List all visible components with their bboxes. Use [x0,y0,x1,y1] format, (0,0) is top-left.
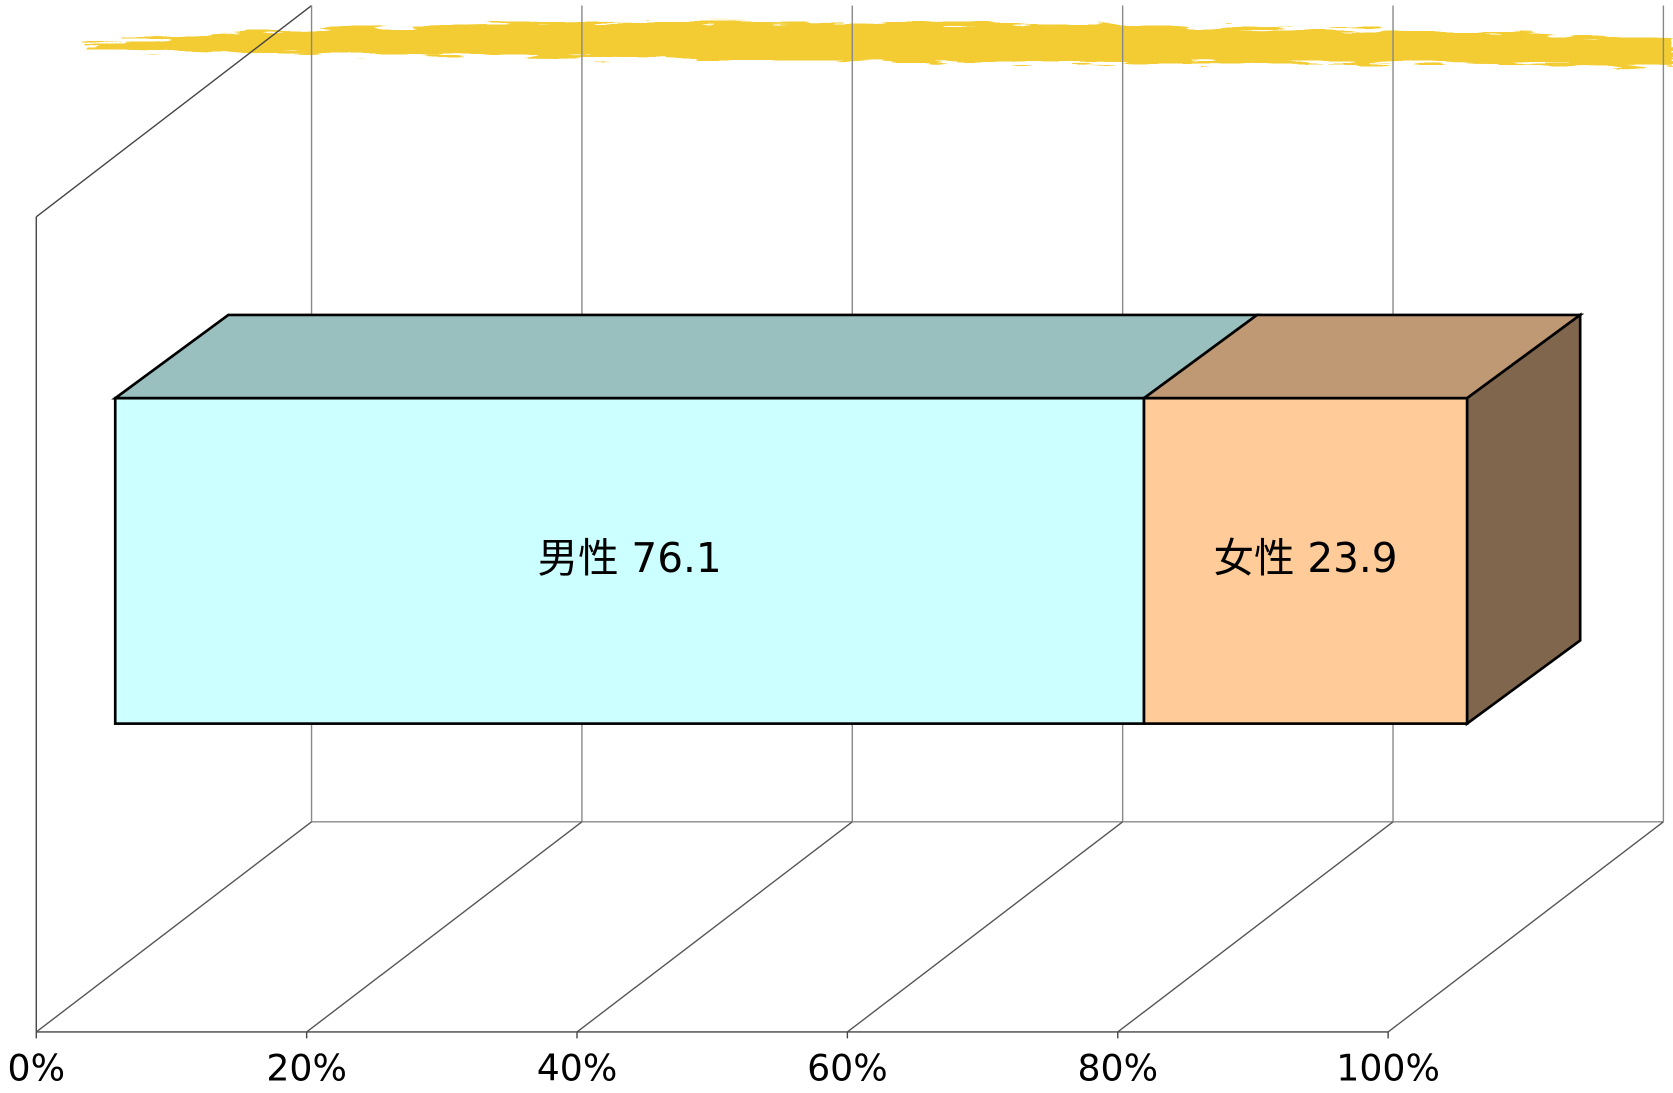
grid-line [576,821,853,1033]
data-label-value: 23.9 [1307,534,1397,582]
x-tick-label: 100% [1336,1046,1440,1089]
grid-line [1117,821,1394,1033]
data-label: 女性 23.9 [1213,534,1397,582]
data-label-value: 76.1 [631,534,721,582]
grid-line [1387,821,1664,1033]
grid-line [846,821,1124,1033]
data-label-name: 男性 [538,534,619,582]
data-label-name: 女性 [1213,534,1294,582]
plot: 0% 20% 40% 60% 80% 100% 男性 76.1 女性 23.9 [8,4,1665,1089]
x-tick-label: 20% [266,1046,347,1089]
x-tick-label: 0% [8,1046,66,1089]
bar [1142,396,1469,725]
x-tick-label: 60% [807,1046,888,1089]
x-tick-label: 40% [537,1046,618,1089]
bar-top [111,313,1262,400]
x-tick-label: 80% [1077,1046,1158,1089]
bar [113,396,1146,725]
grid-line [306,821,583,1033]
data-label: 男性 76.1 [538,534,722,582]
wall-edge [35,4,312,218]
grid-line [35,821,312,1033]
brush-stroke [85,21,1673,67]
